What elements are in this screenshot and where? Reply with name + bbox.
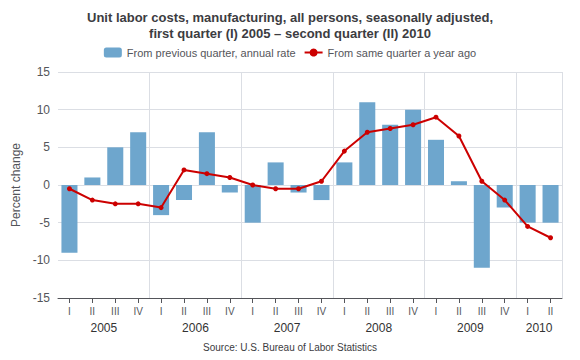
svg-text:first quarter (I) 2005 – secon: first quarter (I) 2005 – second quarter … — [149, 26, 431, 41]
svg-text:III: III — [386, 306, 394, 317]
svg-text:IV: IV — [408, 306, 418, 317]
svg-text:Source: U.S. Bureau of Labor S: Source: U.S. Bureau of Labor Statistics — [203, 342, 377, 353]
svg-text:I: I — [251, 306, 254, 317]
svg-text:III: III — [111, 306, 119, 317]
svg-text:II: II — [548, 306, 554, 317]
svg-text:I: I — [435, 306, 438, 317]
svg-text:II: II — [181, 306, 187, 317]
svg-text:IV: IV — [133, 306, 143, 317]
svg-text:-15: -15 — [33, 291, 51, 305]
svg-text:III: III — [294, 306, 302, 317]
svg-text:I: I — [526, 306, 529, 317]
svg-text:IV: IV — [500, 306, 510, 317]
svg-text:10: 10 — [37, 103, 51, 117]
svg-text:5: 5 — [43, 140, 50, 154]
svg-text:2009: 2009 — [457, 321, 484, 335]
svg-text:2005: 2005 — [90, 321, 117, 335]
svg-text:-5: -5 — [39, 216, 50, 230]
svg-text:II: II — [273, 306, 279, 317]
svg-text:IV: IV — [317, 306, 327, 317]
svg-text:I: I — [343, 306, 346, 317]
svg-text:Unit labor costs, manufacturin: Unit labor costs, manufacturing, all per… — [87, 10, 493, 25]
svg-text:III: III — [478, 306, 486, 317]
svg-text:2006: 2006 — [182, 321, 209, 335]
svg-text:From previous quarter, annual: From previous quarter, annual rate — [127, 47, 296, 59]
svg-text:II: II — [364, 306, 370, 317]
svg-text:2010: 2010 — [526, 321, 553, 335]
svg-text:2007: 2007 — [274, 321, 301, 335]
svg-text:0: 0 — [43, 178, 50, 192]
svg-text:Percent change: Percent change — [9, 143, 23, 227]
svg-text:IV: IV — [225, 306, 235, 317]
svg-text:2008: 2008 — [365, 321, 392, 335]
svg-text:II: II — [90, 306, 96, 317]
svg-text:-10: -10 — [33, 253, 51, 267]
svg-text:I: I — [68, 306, 71, 317]
svg-text:III: III — [203, 306, 211, 317]
svg-text:I: I — [160, 306, 163, 317]
svg-text:From same quarter a year ago: From same quarter a year ago — [328, 47, 477, 59]
svg-text:15: 15 — [37, 65, 51, 79]
svg-text:II: II — [456, 306, 462, 317]
